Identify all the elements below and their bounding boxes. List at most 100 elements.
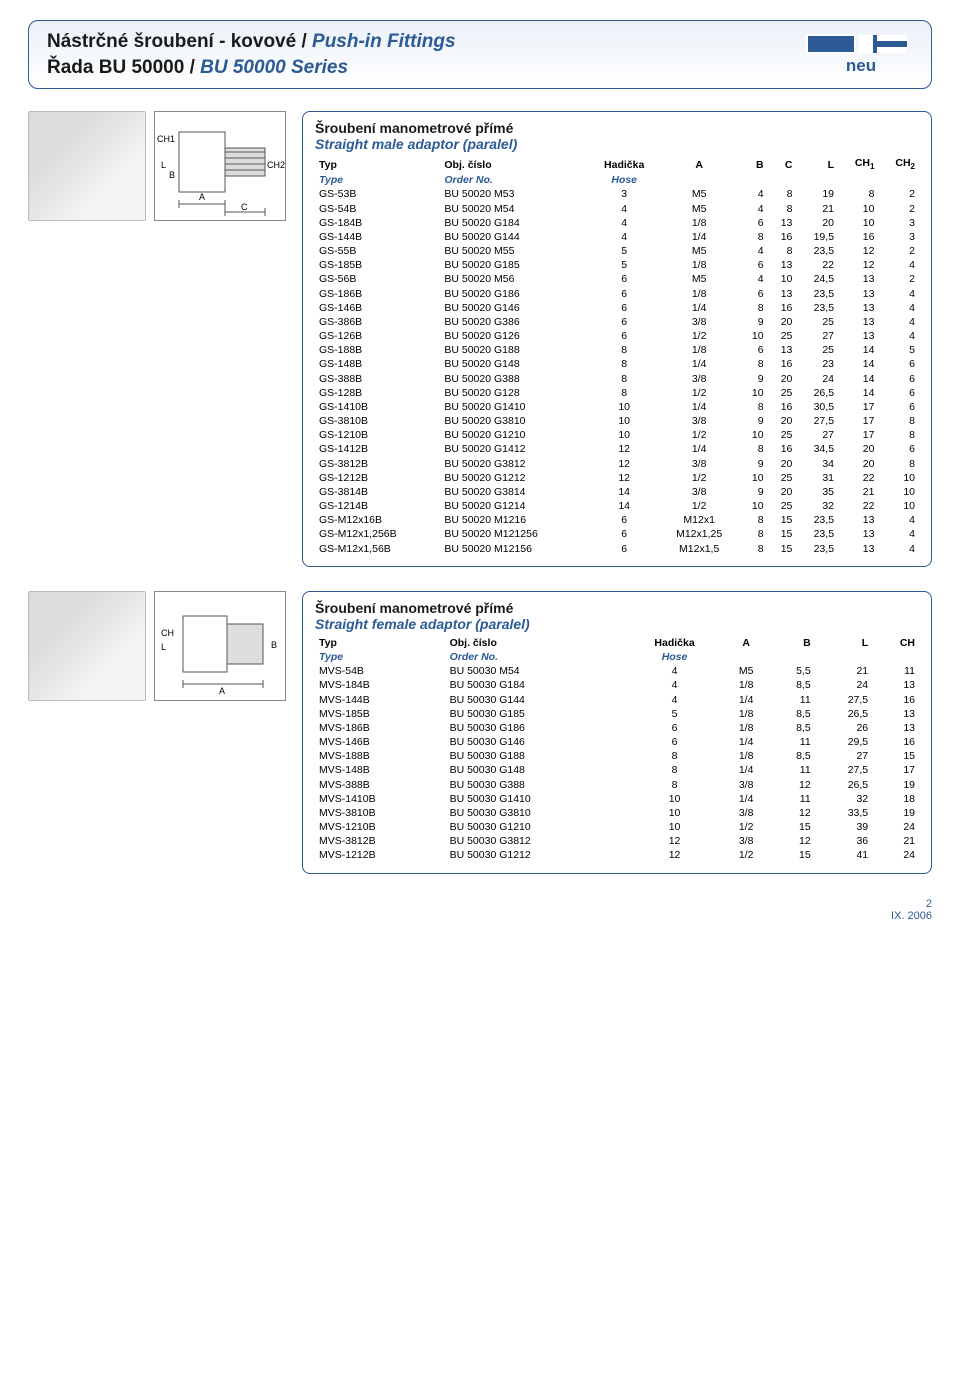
cell: 10 bbox=[739, 471, 768, 485]
lbl-ch1: CH1 bbox=[157, 134, 175, 144]
cell: 5 bbox=[589, 244, 660, 258]
cell: 16 bbox=[768, 400, 797, 414]
lbl-b: B bbox=[169, 170, 175, 180]
cell: 3/8 bbox=[660, 414, 739, 428]
cell: 1/8 bbox=[723, 721, 769, 735]
table-row: GS-126BBU 50020 G12661/2102527134 bbox=[315, 329, 919, 343]
table-1-head-cz: Typ Obj. číslo Hadička A B C L CH1 CH2 bbox=[315, 156, 919, 173]
cell: BU 50020 M1216 bbox=[440, 513, 588, 527]
cell: 23,5 bbox=[796, 513, 838, 527]
cell: 9 bbox=[739, 372, 768, 386]
cell: 10 bbox=[589, 428, 660, 442]
cell: GS-1410B bbox=[315, 400, 440, 414]
cell: 10 bbox=[626, 820, 724, 834]
cell: 36 bbox=[815, 834, 872, 848]
cell: 21 bbox=[815, 664, 872, 678]
th2-had: Hadička bbox=[626, 636, 724, 650]
table-row: GS-184BBU 50020 G18441/861320103 bbox=[315, 216, 919, 230]
cell: 3/8 bbox=[723, 806, 769, 820]
cell: 16 bbox=[768, 230, 797, 244]
cell: 20 bbox=[768, 372, 797, 386]
cell: BU 50020 G386 bbox=[440, 315, 588, 329]
cell: 27,5 bbox=[815, 693, 872, 707]
th2-obj: Obj. číslo bbox=[446, 636, 626, 650]
cell: 1/8 bbox=[660, 258, 739, 272]
cell: 23,5 bbox=[796, 542, 838, 556]
cell: 23,5 bbox=[796, 244, 838, 258]
cell: 21 bbox=[796, 202, 838, 216]
cell: 1/4 bbox=[660, 442, 739, 456]
cell: 18 bbox=[872, 792, 919, 806]
cell: 4 bbox=[739, 244, 768, 258]
cell: 1/4 bbox=[660, 357, 739, 371]
cell: 32 bbox=[815, 792, 872, 806]
th-had-en: Hose bbox=[589, 173, 660, 187]
header-text: Nástrčné šroubení - kovové / Push-in Fit… bbox=[47, 29, 456, 80]
cell: 3/8 bbox=[723, 778, 769, 792]
cell: 12 bbox=[626, 848, 724, 862]
cell: 6 bbox=[589, 527, 660, 541]
cell: 1/8 bbox=[723, 678, 769, 692]
cell: 22 bbox=[838, 499, 878, 513]
sect1-title-cz: Šroubení manometrové přímé bbox=[315, 120, 919, 136]
cell: 4 bbox=[626, 678, 724, 692]
cell: 10 bbox=[739, 329, 768, 343]
cell: GS-53B bbox=[315, 187, 440, 201]
cell: 4 bbox=[589, 202, 660, 216]
cell: BU 50020 G128 bbox=[440, 386, 588, 400]
cell: BU 50030 G1210 bbox=[446, 820, 626, 834]
cell: 3/8 bbox=[723, 834, 769, 848]
cell: BU 50020 G3812 bbox=[440, 457, 588, 471]
cell: BU 50030 G146 bbox=[446, 735, 626, 749]
data-box-1: Šroubení manometrové přímé Straight male… bbox=[302, 111, 932, 567]
cell: 14 bbox=[838, 343, 878, 357]
cell: 1/4 bbox=[660, 230, 739, 244]
cell: 4 bbox=[878, 258, 919, 272]
cell: 2 bbox=[878, 202, 919, 216]
cell: 6 bbox=[626, 735, 724, 749]
cell: 3/8 bbox=[660, 372, 739, 386]
cell: 31 bbox=[796, 471, 838, 485]
cell: 16 bbox=[838, 230, 878, 244]
cell: BU 50030 G388 bbox=[446, 778, 626, 792]
cell: 8 bbox=[739, 230, 768, 244]
table-row: GS-M12x1,56BBU 50020 M121566M12x1,581523… bbox=[315, 542, 919, 556]
cell: 33,5 bbox=[815, 806, 872, 820]
cell: 4 bbox=[878, 513, 919, 527]
cell: BU 50020 G148 bbox=[440, 357, 588, 371]
cell: 23,5 bbox=[796, 301, 838, 315]
section-female-adaptor: CH L B A Šroubení manometrové přímé Stra… bbox=[28, 591, 932, 874]
cell: 4 bbox=[878, 527, 919, 541]
cell: 22 bbox=[838, 471, 878, 485]
tech-drawing-1: CH1 CH2 L B A C bbox=[154, 111, 286, 221]
lbl-l: L bbox=[161, 160, 166, 170]
cell: 30,5 bbox=[796, 400, 838, 414]
cell: BU 50030 G188 bbox=[446, 749, 626, 763]
cell: M5 bbox=[660, 202, 739, 216]
cell: 10 bbox=[878, 485, 919, 499]
cell: 27,5 bbox=[796, 414, 838, 428]
table-row: MVS-1210BBU 50030 G1210101/2153924 bbox=[315, 820, 919, 834]
cell: 8,5 bbox=[769, 721, 815, 735]
cell: 3 bbox=[878, 230, 919, 244]
cell: 6 bbox=[739, 287, 768, 301]
cell: 13 bbox=[768, 343, 797, 357]
cell: MVS-1210B bbox=[315, 820, 446, 834]
cell: 8 bbox=[739, 357, 768, 371]
cell: 1/4 bbox=[723, 693, 769, 707]
th2-l: L bbox=[815, 636, 872, 650]
cell: 1/8 bbox=[723, 707, 769, 721]
cell: GS-186B bbox=[315, 287, 440, 301]
cell: 41 bbox=[815, 848, 872, 862]
cell: 3 bbox=[589, 187, 660, 201]
cell: 6 bbox=[739, 216, 768, 230]
page-footer: 2 IX. 2006 bbox=[28, 898, 932, 922]
cell: 26 bbox=[815, 721, 872, 735]
lbl2-a: A bbox=[219, 686, 225, 696]
table-row: GS-1412BBU 50020 G1412121/481634,5206 bbox=[315, 442, 919, 456]
table-row: GS-54BBU 50020 M544M54821102 bbox=[315, 202, 919, 216]
table-row: GS-M12x1,256BBU 50020 M1212566M12x1,2581… bbox=[315, 527, 919, 541]
cell: BU 50020 M53 bbox=[440, 187, 588, 201]
th2-a: A bbox=[723, 636, 769, 650]
svg-text:neu: neu bbox=[846, 56, 876, 75]
